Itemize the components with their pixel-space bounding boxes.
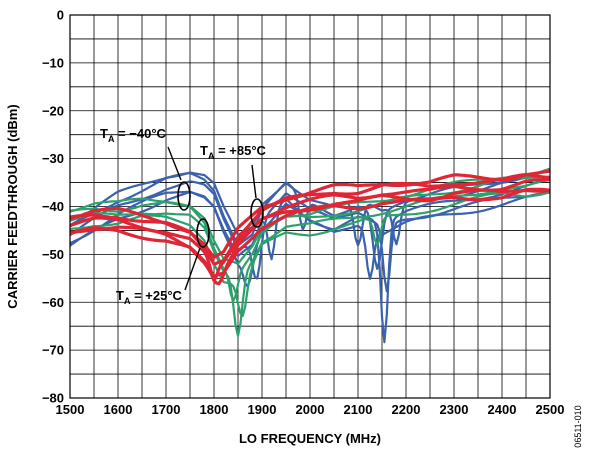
y-tick-label: −80: [42, 391, 64, 406]
chart-series-group: [69, 167, 551, 344]
tick-labels: 1500 1600 1700 1800 1900 2000 2100 2200 2300 2400…: [42, 8, 565, 418]
annotation-t: T: [200, 143, 208, 158]
series-line-1-trace-3: [69, 167, 551, 265]
annotation-label-2: TA = +25°C: [116, 288, 183, 306]
x-tick-label: 2100: [344, 402, 373, 417]
annotation-leader-2: [184, 247, 201, 291]
annotation-leader-0: [167, 146, 182, 181]
x-tick-label: 2300: [440, 402, 469, 417]
series-line-2-trace-4: [69, 187, 551, 278]
x-tick-label: 1700: [152, 402, 181, 417]
y-axis-label: CARRIER FEEDTHROUGH (dBm): [5, 104, 20, 308]
y-tick-label: −60: [42, 295, 64, 310]
series-line-1-trace-0: [69, 178, 551, 337]
series-line-0-trace-1: [69, 171, 551, 270]
x-tick-label: 2400: [488, 402, 517, 417]
figure-code: 06511-010: [573, 405, 583, 447]
y-tick-label: −50: [42, 247, 64, 262]
series-line-2-trace-3: [69, 169, 551, 259]
annotation-subscript: A: [108, 134, 115, 144]
annotation-value: = −40°C: [114, 126, 166, 141]
annotation-value: = +85°C: [214, 143, 266, 158]
y-tick-label: −10: [42, 55, 64, 70]
annotation-label-1: TA = +85°C: [200, 143, 267, 161]
y-tick-label: −40: [42, 199, 64, 214]
annotation-subscript: A: [208, 151, 215, 161]
y-tick-label: −70: [42, 343, 64, 358]
x-tick-label: 2200: [392, 402, 421, 417]
annotation-t: T: [116, 288, 124, 303]
y-tick-label: 0: [57, 8, 64, 23]
annotation-t: T: [100, 126, 108, 141]
y-tick-label: −20: [42, 103, 64, 118]
x-tick-label: 2000: [296, 402, 325, 417]
series-line-2-trace-1: [69, 173, 551, 266]
annotation-leader-1: [251, 164, 257, 199]
y-tick-label: −30: [42, 151, 64, 166]
series-2-traces: [69, 169, 551, 286]
x-axis-label: LO FREQUENCY (MHz): [239, 431, 381, 446]
annotation-subscript: A: [124, 296, 131, 306]
x-tick-label: 1500: [56, 402, 85, 417]
x-tick-label: 1900: [248, 402, 277, 417]
x-tick-label: 2500: [536, 402, 565, 417]
annotation-ellipse-0: [177, 181, 191, 211]
annotation-value: = +25°C: [130, 288, 182, 303]
annotation-label-0: TA = −40°C: [100, 126, 167, 144]
x-tick-label: 1800: [200, 402, 229, 417]
annotation-ellipse-2: [196, 218, 210, 248]
x-tick-label: 1600: [104, 402, 133, 417]
plot-frame: [69, 14, 551, 399]
series-line-2-trace-2: [69, 188, 551, 286]
annotation-ellipse-1: [250, 198, 264, 228]
series-line-0-trace-4: [69, 191, 551, 288]
annotations: TA = −40°CTA = +85°CTA = +25°C: [100, 126, 267, 306]
